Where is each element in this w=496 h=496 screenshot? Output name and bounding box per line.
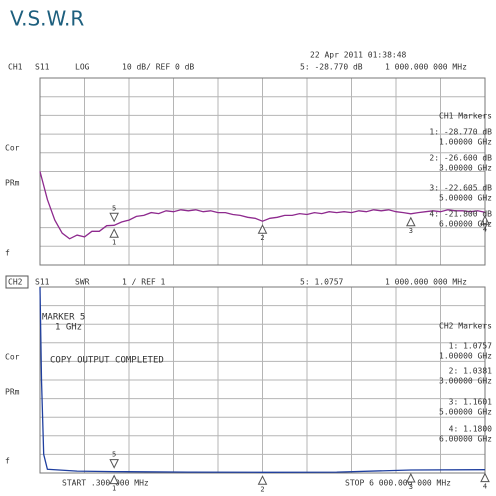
marker-freq: 3.00000 GHz xyxy=(439,377,492,386)
header-format: LOG xyxy=(75,63,90,72)
header-param: S11 xyxy=(35,278,50,287)
marker-readout: 2: 1.0381 xyxy=(449,367,493,376)
channel-box xyxy=(5,275,29,289)
side-label: PRm xyxy=(5,179,20,188)
header-param: S11 xyxy=(35,63,50,72)
trace xyxy=(39,171,486,240)
start-label: START .300 000 MHz xyxy=(62,479,149,488)
marker-readout: 2: -26.600 dB xyxy=(429,154,492,163)
note: COPY OUTPUT COMPLETED xyxy=(50,356,164,366)
marker xyxy=(480,215,490,225)
header-channel: CH2 xyxy=(8,278,23,287)
marker xyxy=(109,474,119,485)
marker-id: 1 xyxy=(112,238,116,246)
marker-readout: 3: -22.605 dB xyxy=(429,184,492,193)
marker xyxy=(406,472,416,483)
marker-readout: 1: 1.0757 xyxy=(449,342,493,351)
marker-id: 1 xyxy=(112,485,116,493)
marker-id: 2 xyxy=(260,234,264,242)
marker xyxy=(257,475,268,485)
marker-freq: 1.00000 GHz xyxy=(439,138,492,147)
side-label: Cor xyxy=(5,144,20,153)
marker-id: 5 xyxy=(112,451,116,459)
marker-id: 4 xyxy=(483,483,487,491)
timestamp: 22 Apr 2011 01:38:48 xyxy=(310,51,407,60)
marker-readout: 4: 1.1800 xyxy=(449,425,493,434)
marker xyxy=(109,459,119,469)
marker-readout: 1: -28.770 dB xyxy=(429,128,492,137)
side-label: f xyxy=(5,249,10,258)
side-label: PRm xyxy=(5,388,20,397)
stop-label: STOP 6 000.000 000 MHz xyxy=(345,479,451,488)
marker-freq: 3.00000 GHz xyxy=(439,164,492,173)
marker-freq: 6.00000 GHz xyxy=(439,220,492,229)
header-active-freq: 1 000.000 000 MHz xyxy=(385,278,467,287)
marker-id: 5 xyxy=(112,204,116,212)
markers-title: CH2 Markers xyxy=(439,322,492,331)
marker-id: 3 xyxy=(409,227,413,235)
plot-frame xyxy=(39,286,486,474)
header-channel: CH1 xyxy=(8,63,23,72)
marker-id: 3 xyxy=(409,483,413,491)
marker xyxy=(109,212,119,223)
marker-id: 2 xyxy=(260,485,264,493)
page-title: V.S.W.R xyxy=(10,7,84,31)
note: MARKER 5 xyxy=(42,313,85,323)
marker-readout: 3: 1.1601 xyxy=(449,398,493,407)
marker-id: 4 xyxy=(483,225,487,233)
markers-title: CH1 Markers xyxy=(439,112,492,121)
header-scale: 1 / REF 1 xyxy=(122,278,166,287)
header-active-marker: 5: 1.0757 xyxy=(300,278,344,287)
trace xyxy=(39,286,486,473)
header-format: SWR xyxy=(75,278,90,287)
header-active-freq: 1 000.000 000 MHz xyxy=(385,63,467,72)
side-label: Cor xyxy=(5,353,20,362)
header-scale: 10 dB/ REF 0 dB xyxy=(122,63,194,72)
marker-freq: 1.00000 GHz xyxy=(439,352,492,361)
side-label: f xyxy=(5,457,10,466)
header-active-marker: 5: -28.770 dB xyxy=(300,63,363,72)
note: 1 GHz xyxy=(55,323,82,333)
marker-freq: 6.00000 GHz xyxy=(439,435,492,444)
marker xyxy=(257,224,268,234)
marker xyxy=(480,472,490,483)
marker-freq: 5.00000 GHz xyxy=(439,408,492,417)
marker xyxy=(406,216,416,227)
marker-freq: 5.00000 GHz xyxy=(439,194,492,203)
marker xyxy=(109,228,119,238)
marker-readout: 4: -21.800 dB xyxy=(429,210,492,219)
